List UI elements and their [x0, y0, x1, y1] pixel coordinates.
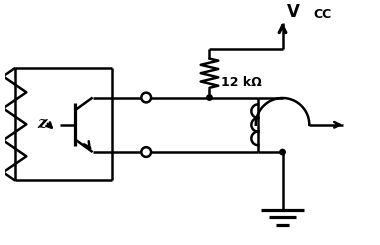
- Text: 12 kΩ: 12 kΩ: [221, 76, 262, 89]
- Text: V: V: [287, 3, 300, 21]
- Text: CC: CC: [314, 8, 332, 21]
- Text: z: z: [37, 115, 47, 132]
- Circle shape: [206, 94, 213, 101]
- Circle shape: [279, 149, 286, 156]
- Circle shape: [141, 93, 151, 102]
- Circle shape: [141, 147, 151, 157]
